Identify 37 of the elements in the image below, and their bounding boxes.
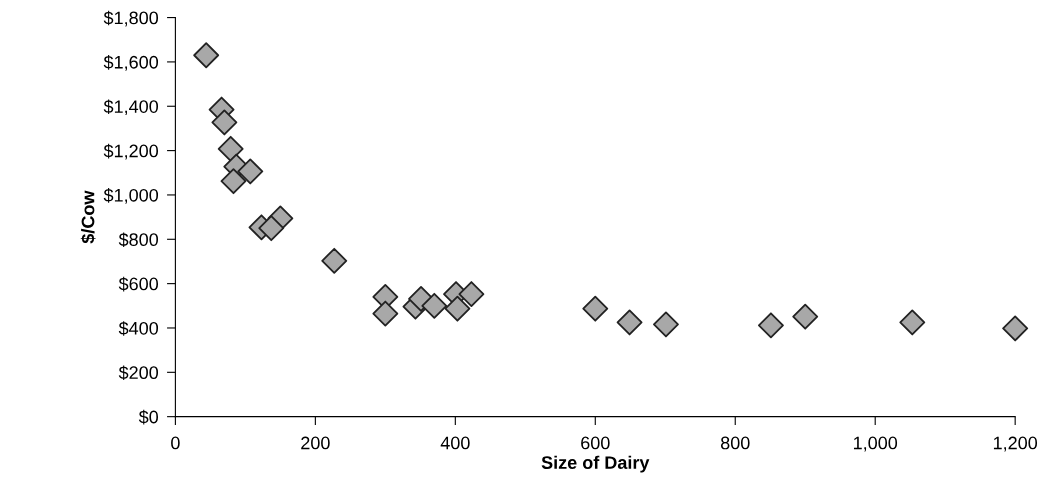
point	[220, 168, 247, 195]
x-tick-label: 0	[171, 436, 180, 450]
y-tick-label: $1,400	[103, 99, 159, 116]
point	[792, 303, 819, 330]
point	[217, 135, 244, 162]
point	[258, 215, 285, 242]
y-tick-label: $1,200	[103, 143, 159, 160]
y-tick-label: $400	[118, 321, 159, 336]
x-tick-label: 1,000	[853, 436, 898, 452]
point	[582, 295, 609, 322]
y-tick-label: $1,000	[103, 188, 159, 204]
point	[899, 309, 926, 336]
y-tick-label: $800	[118, 232, 159, 248]
x-tick-label: 600	[581, 436, 610, 450]
point	[616, 309, 643, 336]
point	[458, 281, 485, 307]
point	[193, 42, 220, 69]
y-tick-label: $0	[138, 409, 159, 425]
x-tick-label: 200	[301, 436, 330, 450]
point	[444, 295, 471, 322]
x-tick-label: 800	[720, 436, 750, 450]
point	[211, 109, 238, 136]
x-tick-label: 1,200	[993, 436, 1038, 452]
point	[1002, 315, 1029, 342]
y-tick-label: $200	[118, 365, 159, 381]
point	[757, 312, 784, 339]
x-axis-title: Size of Dairy	[541, 455, 650, 473]
point	[321, 247, 348, 274]
y-axis-title: $/Cow	[80, 190, 96, 244]
y-tick-label: $1,800	[103, 10, 159, 27]
y-tick-label: $1,600	[103, 55, 159, 71]
point	[421, 292, 448, 319]
point	[653, 311, 679, 338]
point	[372, 300, 399, 327]
y-tick-label: $600	[118, 276, 159, 292]
point	[237, 158, 264, 185]
x-tick-label: 400	[440, 436, 470, 450]
